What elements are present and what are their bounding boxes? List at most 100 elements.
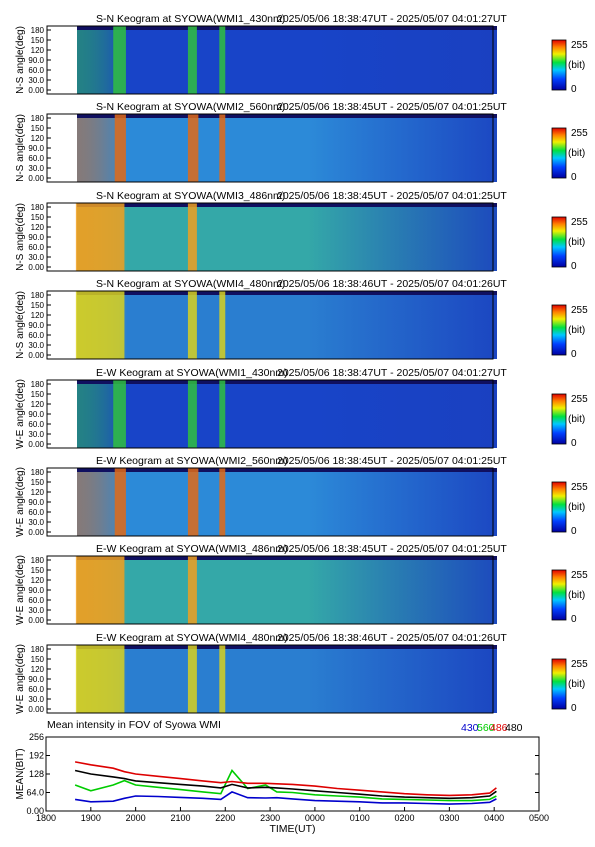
keogram-y-axis-label: W-E angle(deg) — [15, 467, 26, 537]
keogram-y-tick-label: 60.0 — [28, 685, 44, 694]
x-tick-label: 1800 — [36, 813, 56, 823]
keogram-y-tick-label: 90.0 — [28, 233, 44, 242]
keogram-y-tick-label: 0.00 — [28, 528, 44, 537]
keogram-y-tick-label: 30.0 — [28, 518, 44, 527]
x-tick-label: 0400 — [484, 813, 504, 823]
keogram-y-tick-label: 60.0 — [28, 66, 44, 75]
keogram-y-tick-label: 90.0 — [28, 56, 44, 65]
keogram-y-tick-label: 180 — [31, 203, 45, 212]
aurora-band — [219, 468, 226, 536]
y-axis-label: MEAN(BIT) — [15, 748, 26, 799]
keogram-panel: S-N Keogram at SYOWA(WMI1_430nm)2025/05/… — [15, 13, 588, 95]
colorbar: 255 (bit) 0 — [551, 658, 588, 714]
keogram-time-range: 2025/05/06 18:38:47UT - 2025/05/07 04:01… — [277, 367, 507, 379]
colorbar: 255 (bit) 0 — [551, 393, 588, 449]
x-tick-label: 0200 — [395, 813, 415, 823]
keogram-y-tick-label: 180 — [31, 380, 45, 389]
colorbar-max-label: 255 — [571, 570, 588, 581]
keogram-time-range: 2025/05/06 18:38:46UT - 2025/05/07 04:01… — [277, 632, 507, 644]
keogram-y-tick-label: 120 — [31, 134, 45, 143]
colorbar-unit-label: (bit) — [568, 237, 585, 248]
keogram-y-tick-label: 0.00 — [28, 616, 44, 625]
keogram-top-edge — [77, 645, 497, 649]
aurora-band — [187, 645, 197, 713]
keogram-y-tick-label: 150 — [31, 478, 45, 487]
colorbar-scale — [551, 216, 567, 268]
colorbar-min-label: 0 — [571, 526, 577, 537]
keogram-title: E-W Keogram at SYOWA(WMI1_430nm) — [96, 367, 288, 379]
colorbar-min-label: 0 — [571, 614, 577, 625]
keogram-y-tick-label: 60.0 — [28, 331, 44, 340]
keogram-y-tick-label: 30.0 — [28, 430, 44, 439]
keogram-y-tick-label: 0.00 — [28, 351, 44, 360]
colorbar-scale — [551, 127, 567, 179]
keogram-y-tick-label: 120 — [31, 46, 45, 55]
aurora-band — [75, 645, 125, 713]
keogram-y-tick-label: 90.0 — [28, 675, 44, 684]
keogram-shading — [77, 380, 497, 448]
x-tick-label: 0500 — [529, 813, 549, 823]
keogram-title: S-N Keogram at SYOWA(WMI3_486nm) — [96, 190, 285, 202]
x-tick-label: 2000 — [126, 813, 146, 823]
legend-entry: 560 — [477, 722, 495, 734]
x-tick-label: 2100 — [170, 813, 190, 823]
x-tick-label: 1900 — [81, 813, 101, 823]
colorbar-unit-label: (bit) — [568, 414, 585, 425]
aurora-band — [219, 380, 226, 448]
keogram-y-tick-label: 0.00 — [28, 174, 44, 183]
aurora-band — [113, 26, 126, 94]
colorbar-unit-label: (bit) — [568, 679, 585, 690]
series-line-430 — [74, 791, 497, 805]
keogram-y-axis-label: N-S angle(deg) — [15, 203, 26, 271]
keogram-y-tick-label: 30.0 — [28, 253, 44, 262]
keogram-y-tick-label: 90.0 — [28, 144, 44, 153]
colorbar-scale — [551, 393, 567, 445]
aurora-band — [114, 468, 126, 536]
keogram-y-tick-label: 150 — [31, 301, 45, 310]
y-tick-label: 192 — [29, 751, 44, 761]
keogram-time-range: 2025/05/06 18:38:45UT - 2025/05/07 04:01… — [277, 190, 507, 202]
keogram-y-tick-label: 30.0 — [28, 164, 44, 173]
colorbar-min-label: 0 — [571, 703, 577, 714]
keogram-y-tick-label: 120 — [31, 400, 45, 409]
keogram-y-tick-label: 30.0 — [28, 606, 44, 615]
aurora-band — [75, 291, 125, 359]
keogram-y-tick-label: 150 — [31, 36, 45, 45]
keogram-y-tick-label: 60.0 — [28, 420, 44, 429]
keogram-y-tick-label: 180 — [31, 645, 45, 654]
keogram-shading — [77, 26, 497, 94]
keogram-time-range: 2025/05/06 18:38:45UT - 2025/05/07 04:01… — [277, 543, 507, 555]
keogram-time-range: 2025/05/06 18:38:47UT - 2025/05/07 04:01… — [277, 13, 507, 25]
keogram-title: E-W Keogram at SYOWA(WMI2_560nm) — [96, 455, 288, 467]
colorbar-scale — [551, 39, 567, 91]
keogram-title: S-N Keogram at SYOWA(WMI2_560nm) — [96, 101, 285, 113]
colorbar-max-label: 255 — [571, 217, 588, 228]
keogram-y-tick-label: 90.0 — [28, 498, 44, 507]
keogram-panel: S-N Keogram at SYOWA(WMI4_480nm)2025/05/… — [15, 278, 588, 360]
legend-entry: 486 — [490, 722, 508, 734]
colorbar-max-label: 255 — [571, 659, 588, 670]
keogram-time-range: 2025/05/06 18:38:45UT - 2025/05/07 04:01… — [277, 101, 507, 113]
colorbar-scale — [551, 658, 567, 710]
colorbar-unit-label: (bit) — [568, 590, 585, 601]
keogram-panel: E-W Keogram at SYOWA(WMI2_560nm)2025/05/… — [15, 455, 588, 537]
keogram-y-axis-label: N-S angle(deg) — [15, 26, 26, 94]
colorbar-unit-label: (bit) — [568, 502, 585, 513]
keogram-shading — [77, 203, 497, 271]
colorbar-max-label: 255 — [571, 305, 588, 316]
colorbar-unit-label: (bit) — [568, 148, 585, 159]
keogram-shading — [77, 114, 497, 182]
keogram-y-axis-label: W-E angle(deg) — [15, 555, 26, 625]
keogram-y-tick-label: 0.00 — [28, 86, 44, 95]
colorbar: 255 (bit) 0 — [551, 39, 588, 95]
keogram-top-edge — [77, 291, 497, 295]
colorbar-max-label: 255 — [571, 128, 588, 139]
keogram-top-edge — [77, 556, 497, 560]
keogram-y-tick-label: 60.0 — [28, 243, 44, 252]
keogram-time-range: 2025/05/06 18:38:45UT - 2025/05/07 04:01… — [277, 455, 507, 467]
aurora-band — [187, 556, 197, 624]
aurora-band — [75, 203, 125, 271]
x-tick-label: 2300 — [260, 813, 280, 823]
keogram-panel: E-W Keogram at SYOWA(WMI4_480nm)2025/05/… — [15, 632, 588, 714]
